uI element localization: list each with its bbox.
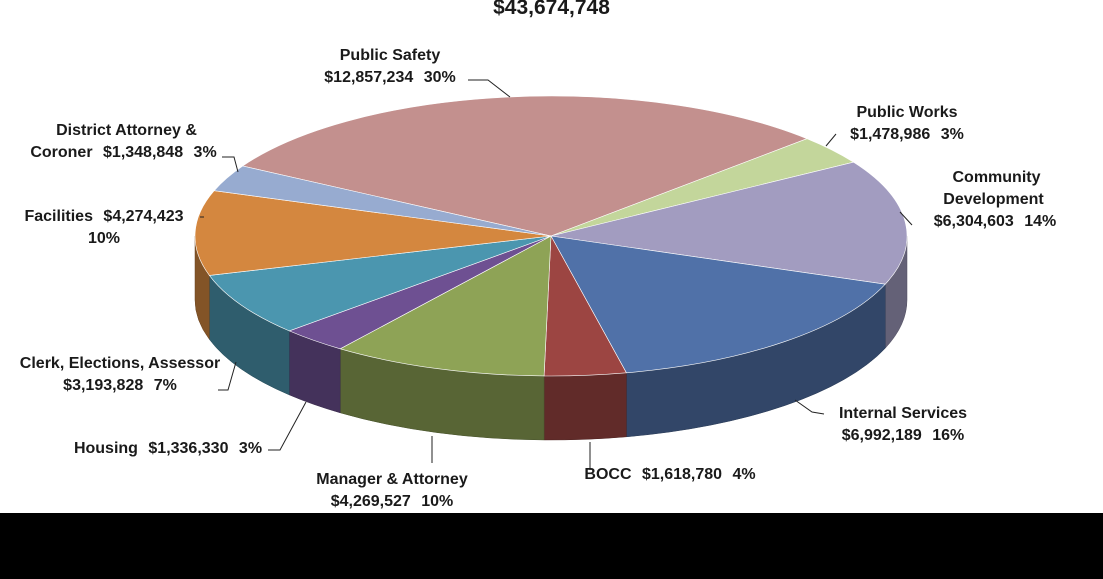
value-label: $1,336,330 [148,440,229,457]
percent-label: 4% [732,466,756,483]
category: Clerk, Elections, Assessor [19,355,221,372]
category: Facilities [24,208,93,225]
value-label: $3,193,828 [63,377,144,394]
leader-line [899,211,913,226]
footer-band [0,513,1103,579]
slice-side [543,372,627,441]
slice-label: Clerk, Elections, Assessor $3,193,828 7% [15,353,225,397]
value-label: $4,269,527 [330,493,411,510]
percent-label: 14% [1024,213,1057,230]
category: District Attorney & Coroner [30,122,197,161]
leader-line [268,401,307,451]
slice-tops [194,95,908,377]
percent-label: 10% [421,493,454,510]
percent-label: 10% [87,230,121,247]
category: Public Works [856,104,958,121]
slice [213,165,552,237]
slice-label: Public Works $1,478,986 3% [822,102,992,146]
percent-label: 3% [193,144,217,161]
leader-line [468,79,511,98]
slice [194,190,552,276]
slice [208,235,552,332]
percent-label: 3% [238,440,263,457]
leader-line [218,361,237,391]
slice [550,161,908,285]
leader-line [222,156,239,173]
value-label: $1,618,780 [641,466,723,483]
slice-label: Housing $1,336,330 3% [68,438,268,460]
slice-label: Community Development $6,304,603 14% [915,167,1075,233]
category: Public Safety [339,47,441,64]
value-label: $6,304,603 [933,213,1014,230]
slice [241,95,808,237]
percent-label: 16% [932,427,965,444]
leader-line [825,133,837,147]
leader-line [794,399,825,415]
percent-label: 7% [153,377,177,394]
slice-label: Internal Services $6,992,189 16% [813,403,993,447]
percent-label: 3% [940,126,964,143]
value-label: $1,478,986 [850,126,931,143]
category: Manager & Attorney [316,471,468,488]
slice-label: Manager & Attorney $4,269,527 10% [282,469,502,513]
slice-sides [194,235,908,441]
slice-label: District Attorney & Coroner $1,348,848 3… [25,120,225,164]
slice-label: Public Safety $12,857,234 30% [290,45,490,89]
percent-label: 30% [423,69,456,86]
value-label: $12,857,234 [324,69,414,86]
chart-title: $43,674,748 [493,0,610,19]
value-label: $6,992,189 [841,427,922,444]
slice [550,235,886,374]
category: Housing [73,440,138,457]
value-label: $1,348,848 [103,144,184,161]
value-label: $4,274,423 [103,208,184,225]
slice-label: Facilities $4,274,423 10% [4,206,204,250]
category: BOCC [584,466,632,483]
category: Internal Services [838,405,968,422]
category: Community Development [943,169,1044,208]
slice-label: BOCC $1,618,780 4% [580,464,760,486]
slice [339,235,552,377]
